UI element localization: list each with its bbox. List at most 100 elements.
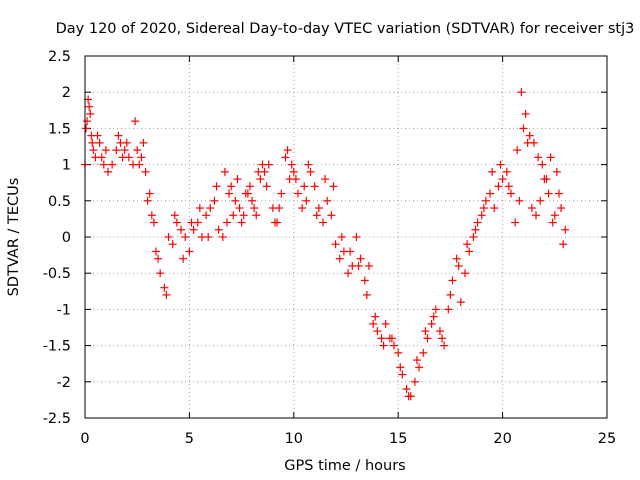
data-point (548, 218, 557, 227)
data-point (89, 146, 98, 155)
y-tick-label: -0.5 (43, 266, 71, 282)
data-point (133, 146, 142, 155)
data-point (306, 167, 315, 176)
data-point (465, 247, 474, 256)
data-point (486, 189, 495, 198)
data-point (147, 211, 156, 220)
data-point (254, 167, 263, 176)
data-point (440, 341, 449, 350)
data-point (515, 196, 524, 205)
x-tick-label: 25 (598, 431, 616, 447)
data-point (83, 117, 92, 126)
x-axis-label: GPS time / hours (284, 458, 405, 474)
data-point (371, 312, 380, 321)
data-point (141, 167, 150, 176)
data-points (81, 88, 570, 401)
y-tick-label: -2 (57, 375, 71, 391)
data-point (521, 109, 530, 118)
data-point (227, 182, 236, 191)
data-point (225, 189, 234, 198)
data-point (131, 117, 140, 126)
data-point (214, 225, 223, 234)
data-point (456, 298, 465, 307)
data-point (364, 261, 373, 270)
data-point (429, 312, 438, 321)
data-point (120, 146, 129, 155)
data-point (289, 167, 298, 176)
data-point (525, 131, 534, 140)
data-point (559, 240, 568, 249)
data-point (202, 211, 211, 220)
y-axis-label: SDTVAR / TECUs (6, 178, 22, 297)
data-point (93, 131, 102, 140)
data-point (82, 124, 91, 133)
data-point (550, 211, 559, 220)
data-point (454, 261, 463, 270)
data-point (168, 240, 177, 249)
data-point (212, 182, 221, 191)
data-point (404, 392, 413, 401)
data-point (542, 175, 551, 184)
data-point (481, 196, 490, 205)
data-point (554, 189, 563, 198)
data-point (248, 196, 257, 205)
data-point (135, 160, 144, 169)
data-point (387, 334, 396, 343)
data-point (519, 124, 528, 133)
data-point (534, 153, 543, 162)
data-point (379, 341, 388, 350)
data-point (277, 189, 286, 198)
data-point (187, 218, 196, 227)
x-tick-label: 5 (185, 431, 194, 447)
data-point (431, 305, 440, 314)
data-point (423, 334, 432, 343)
data-point (536, 196, 545, 205)
data-point (275, 204, 284, 213)
data-point (402, 385, 411, 394)
data-point (331, 240, 340, 249)
data-point (185, 247, 194, 256)
data-point (323, 196, 332, 205)
data-point (99, 160, 108, 169)
data-point (381, 319, 390, 328)
data-point (164, 233, 173, 241)
data-point (356, 254, 365, 263)
data-point (149, 218, 158, 227)
data-point (88, 138, 97, 147)
data-point (250, 204, 259, 213)
data-point (235, 204, 244, 213)
data-point (239, 211, 248, 220)
data-point (241, 189, 250, 198)
data-point (108, 160, 117, 169)
y-tick-label: 1 (62, 158, 71, 174)
data-point (329, 182, 338, 191)
data-point (137, 153, 146, 162)
data-point (85, 102, 94, 111)
data-point (222, 218, 231, 227)
data-point (390, 341, 399, 350)
x-tick-label: 0 (80, 431, 89, 447)
data-point (488, 167, 497, 176)
data-point (377, 334, 386, 343)
data-point (337, 233, 346, 241)
data-point (496, 160, 505, 169)
data-point (229, 211, 238, 220)
data-point (494, 182, 503, 191)
data-point (544, 189, 553, 198)
data-point (410, 377, 419, 386)
data-point (256, 175, 265, 184)
data-point (352, 233, 361, 241)
x-tick-label: 15 (389, 431, 407, 447)
data-point (262, 182, 271, 191)
data-point (189, 225, 198, 234)
data-point (319, 218, 328, 227)
data-point (314, 204, 323, 213)
data-point (181, 233, 190, 241)
data-point (446, 290, 455, 299)
data-point (154, 254, 163, 263)
data-point (471, 225, 480, 234)
data-point (220, 167, 229, 176)
y-tick-label: 2.5 (48, 49, 71, 65)
data-point (300, 182, 309, 191)
